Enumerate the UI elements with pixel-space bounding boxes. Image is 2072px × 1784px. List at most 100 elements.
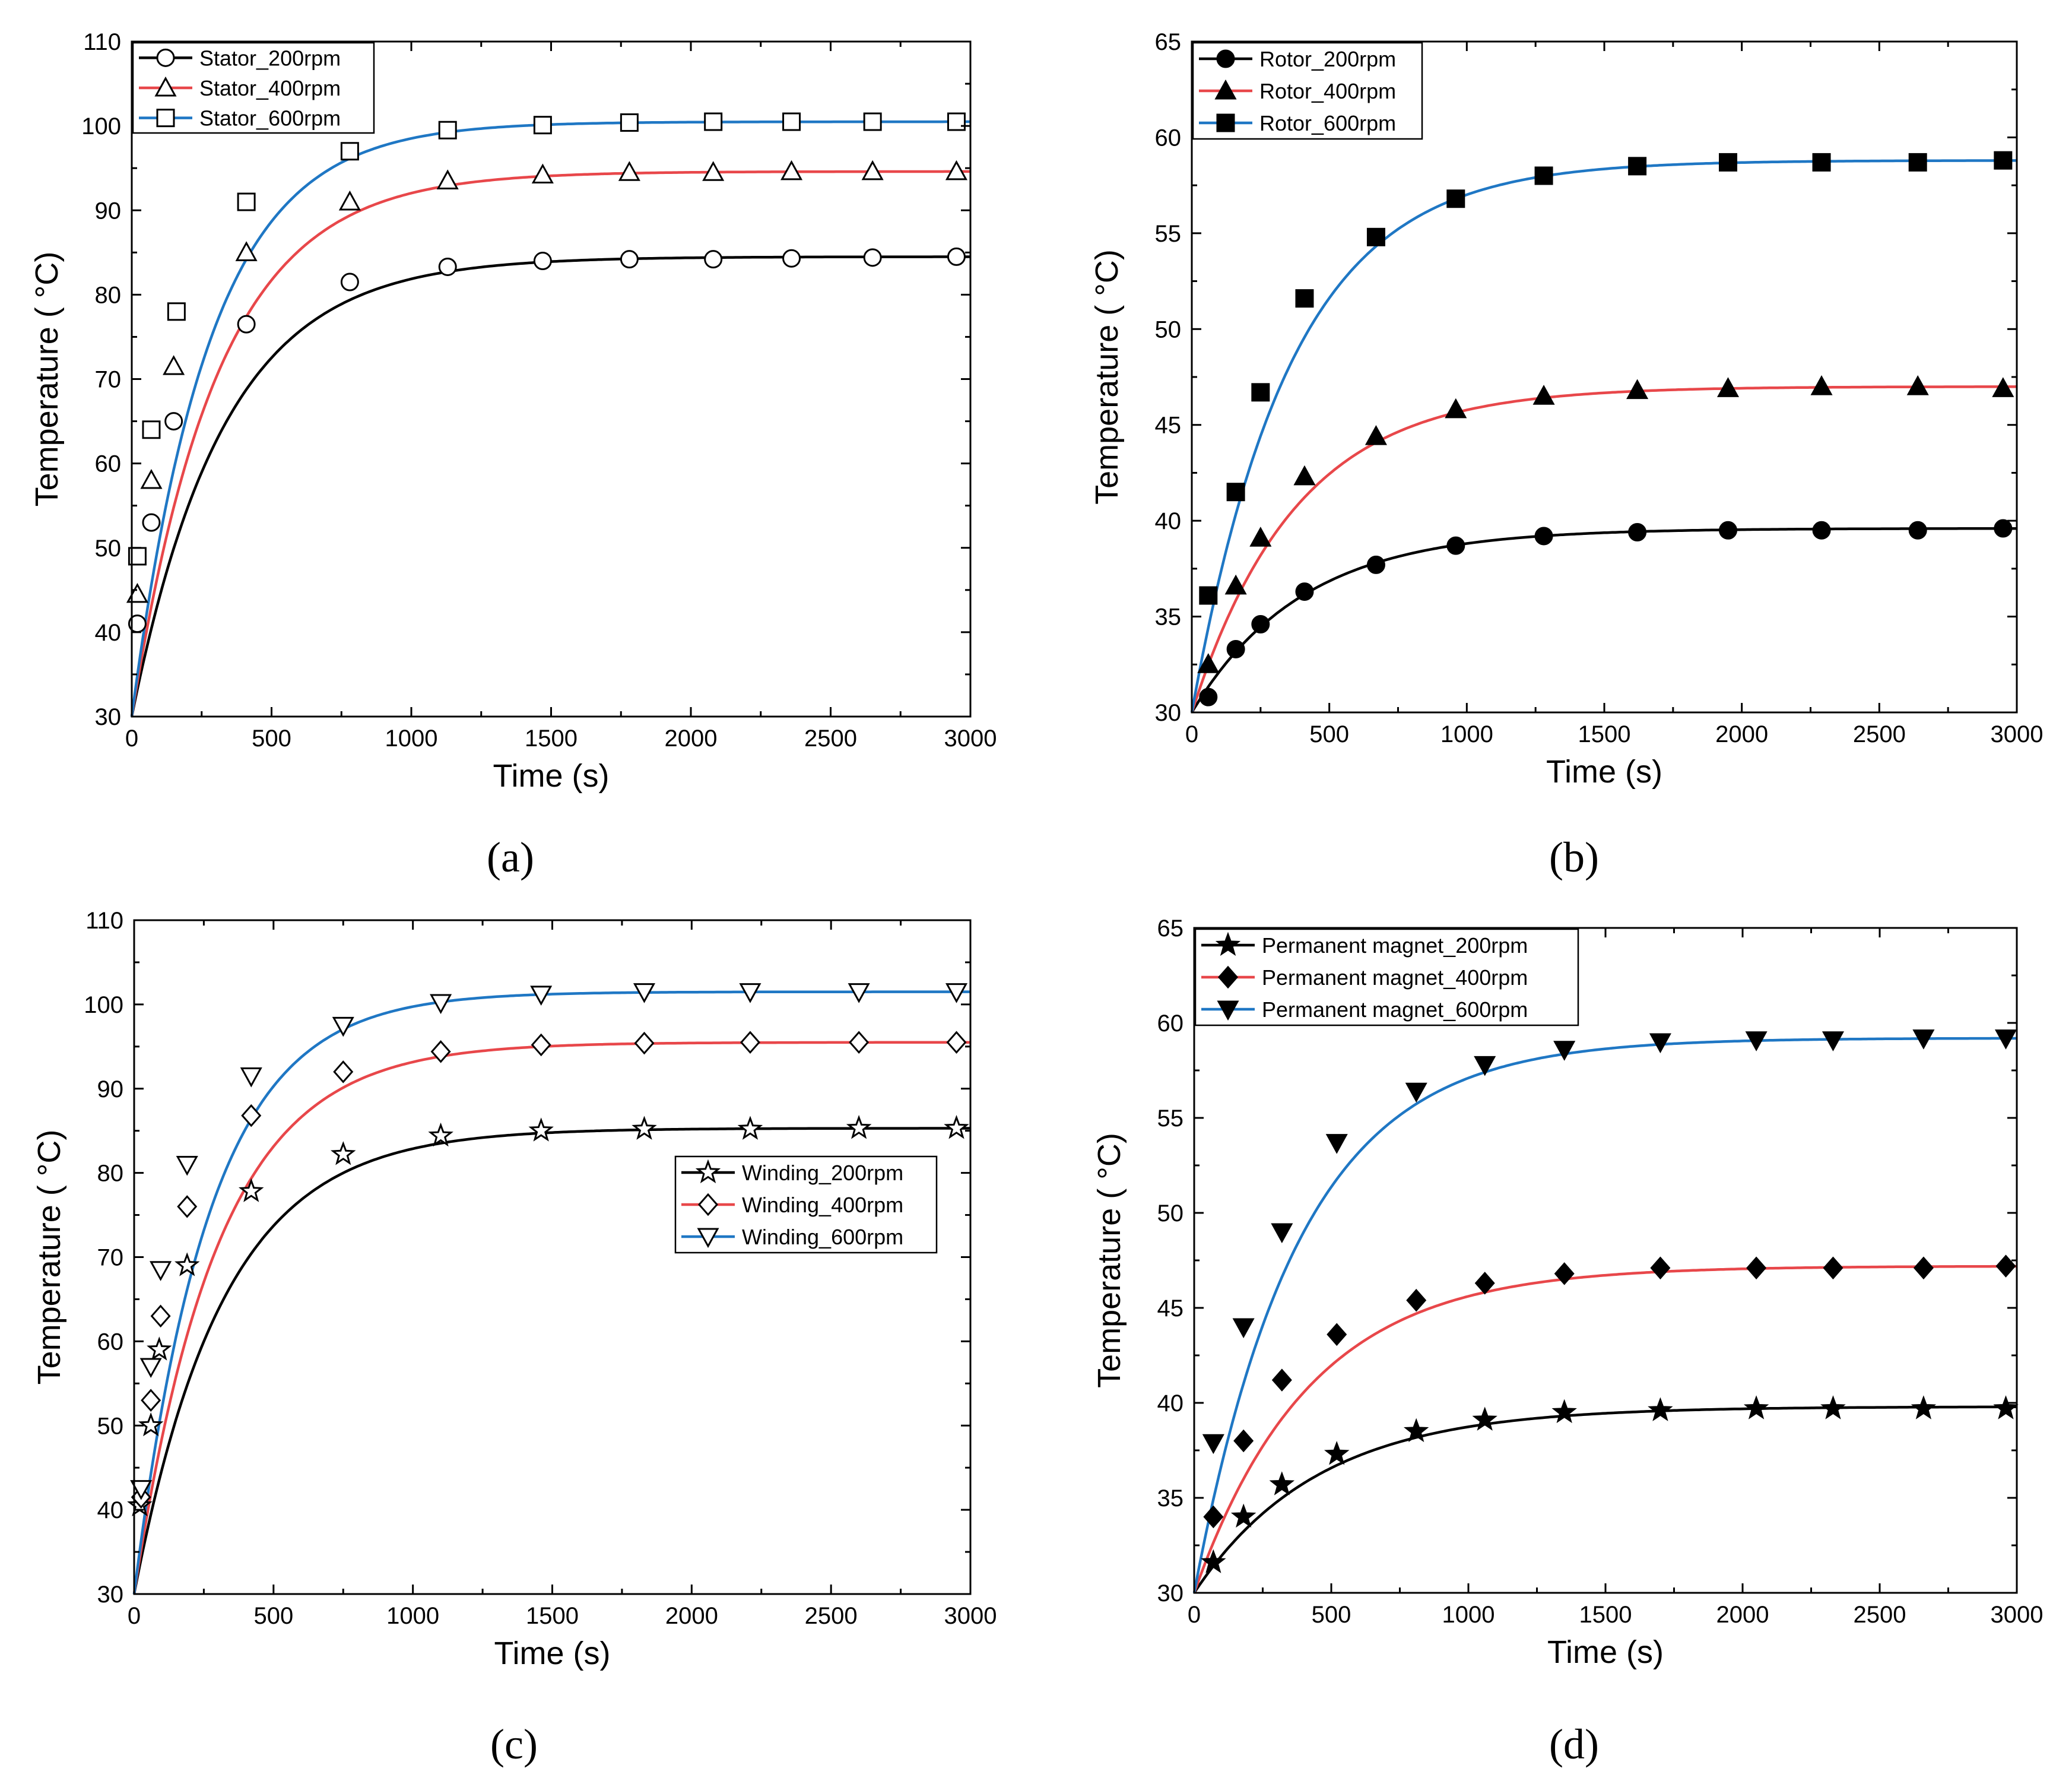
data-point-Rotor_400rpm-3 [1293, 465, 1316, 486]
panel-a: (a) 0 500 1000 1500 2000 2500 3000 30 40 50 60 70 80… [29, 29, 997, 881]
data-point-Rotor_400rpm-1 [1224, 574, 1247, 595]
data-point-Permanent magnet_600rpm-3 [1325, 1134, 1348, 1154]
x-tick-label: 1500 [526, 1603, 579, 1629]
y-axis-title: Temperature ( °C) [31, 1130, 67, 1385]
data-point-Stator_600rpm-6 [533, 116, 552, 135]
data-point-Permanent magnet_600rpm-0 [1202, 1434, 1224, 1455]
series-line-Permanent magnet_400rpm [1192, 1265, 2017, 1593]
x-tick-label: 2500 [1854, 1602, 1906, 1628]
legend-marker-Winding_200rpm [695, 1159, 721, 1184]
y-tick-label: 110 [85, 908, 123, 934]
data-point-Rotor_600rpm-9 [1812, 153, 1831, 172]
data-point-Winding_200rpm-3 [174, 1252, 200, 1276]
data-point-Winding_600rpm-10 [848, 983, 870, 1003]
data-point-Stator_400rpm-8 [702, 161, 725, 181]
data-point-Stator_600rpm-11 [947, 112, 966, 131]
data-point-Winding_400rpm-8 [634, 1031, 655, 1055]
series-line-Winding_400rpm [132, 1041, 970, 1595]
data-point-Winding_600rpm-6 [430, 994, 452, 1015]
series-line-Rotor_400rpm [1190, 385, 2017, 713]
x-tick-label: 1000 [1442, 1602, 1495, 1628]
data-point-Winding_400rpm-3 [177, 1195, 198, 1218]
data-point-Stator_400rpm-0 [126, 582, 148, 603]
legend: Permanent magnet_200rpm Permanent magnet_… [1194, 928, 1579, 1026]
plot-frame [133, 919, 972, 1595]
data-point-Stator_200rpm-10 [863, 248, 882, 267]
x-tick-label: 0 [1188, 1602, 1201, 1628]
y-tick-label: 100 [81, 113, 121, 140]
series-line-Stator_600rpm [130, 120, 970, 717]
y-tick-label: 50 [97, 1413, 124, 1439]
data-point-Rotor_600rpm-11 [1994, 151, 2013, 170]
series-line-Winding_200rpm [132, 1127, 970, 1595]
x-tick-label: 2000 [665, 725, 718, 752]
y-tick-label: 55 [1157, 1105, 1184, 1132]
data-point-Permanent magnet_200rpm-2 [1269, 1471, 1295, 1495]
data-point-Rotor_600rpm-7 [1628, 157, 1647, 176]
y-tick-label: 65 [1157, 915, 1184, 942]
legend-marker-Stator_200rpm [156, 48, 175, 67]
data-point-Permanent magnet_400rpm-10 [1913, 1256, 1934, 1280]
x-tick-label: 2500 [805, 1603, 858, 1629]
data-point-Winding_600rpm-7 [530, 986, 553, 1006]
x-tick-label: 1000 [386, 1603, 439, 1629]
data-point-Winding_600rpm-4 [240, 1067, 262, 1088]
plot-frame [1191, 40, 2018, 714]
series-line-Stator_200rpm [130, 255, 970, 717]
panel-label-b: (b) [1549, 834, 1599, 881]
x-tick-label: 0 [128, 1603, 141, 1629]
x-tick-label: 1500 [1578, 721, 1631, 747]
legend-label-Permanent magnet_600rpm: Permanent magnet_600rpm [1262, 997, 1528, 1022]
x-tick-label: 2500 [1853, 721, 1906, 747]
data-point-Rotor_600rpm-1 [1226, 483, 1245, 502]
data-point-Permanent magnet_200rpm-4 [1403, 1418, 1429, 1443]
data-point-Rotor_200rpm-10 [1908, 521, 1927, 540]
legend-label-Winding_400rpm: Winding_400rpm [742, 1193, 903, 1217]
data-point-Stator_400rpm-6 [531, 163, 554, 184]
series-line-Winding_600rpm [132, 990, 970, 1595]
data-point-Rotor_600rpm-8 [1719, 153, 1737, 172]
data-point-Winding_200rpm-4 [238, 1178, 264, 1202]
data-point-Rotor_200rpm-2 [1251, 614, 1270, 633]
data-point-Winding_200rpm-9 [737, 1116, 763, 1140]
data-point-Permanent magnet_600rpm-9 [1822, 1031, 1845, 1051]
data-point-Rotor_200rpm-1 [1226, 639, 1245, 658]
data-point-Stator_600rpm-4 [340, 142, 359, 161]
data-point-Permanent magnet_600rpm-6 [1553, 1041, 1576, 1061]
data-point-Stator_400rpm-9 [780, 160, 803, 180]
y-tick-label: 60 [1157, 1010, 1184, 1037]
legend-label-Rotor_600rpm: Rotor_600rpm [1259, 111, 1396, 135]
data-point-Permanent magnet_200rpm-5 [1472, 1406, 1497, 1431]
x-tick-label: 3000 [1991, 1602, 2044, 1628]
data-point-Stator_400rpm-4 [338, 190, 361, 211]
data-point-Stator_200rpm-6 [533, 252, 552, 271]
data-point-Stator_400rpm-11 [945, 160, 967, 180]
data-point-Rotor_600rpm-10 [1908, 153, 1927, 172]
legend-label-Winding_200rpm: Winding_200rpm [742, 1161, 903, 1185]
legend-marker-Rotor_200rpm [1216, 49, 1235, 68]
y-tick-label: 30 [1157, 1580, 1184, 1606]
data-point-Winding_200rpm-7 [528, 1117, 554, 1142]
data-point-Rotor_400rpm-2 [1249, 527, 1272, 547]
data-point-Stator_200rpm-5 [438, 257, 457, 276]
data-point-Rotor_200rpm-0 [1199, 687, 1218, 706]
data-point-Permanent magnet_200rpm-10 [1911, 1395, 1937, 1419]
x-tick-label: 2000 [1715, 721, 1768, 747]
x-tick-label: 3000 [1991, 721, 2044, 747]
panel-label-d: (d) [1549, 1720, 1599, 1768]
data-point-Rotor_600rpm-0 [1199, 586, 1218, 605]
y-tick-label: 30 [95, 704, 122, 730]
y-tick-label: 70 [95, 367, 122, 393]
data-point-Rotor_400rpm-0 [1197, 653, 1220, 673]
data-point-Stator_400rpm-2 [163, 355, 185, 375]
data-point-Permanent magnet_600rpm-2 [1271, 1223, 1293, 1244]
x-axis-title: Time (s) [493, 758, 610, 794]
legend: Rotor_200rpm Rotor_400rpm Rotor_600rpm [1192, 42, 1423, 140]
y-tick-label: 40 [1155, 508, 1182, 534]
data-point-Stator_600rpm-9 [782, 112, 801, 131]
x-tick-label: 2000 [1716, 1602, 1769, 1628]
legend-label-Stator_600rpm: Stator_600rpm [199, 106, 341, 131]
data-point-Rotor_600rpm-2 [1251, 383, 1270, 402]
y-tick-label: 40 [1157, 1390, 1184, 1417]
legend-marker-Permanent magnet_400rpm [1217, 965, 1239, 989]
